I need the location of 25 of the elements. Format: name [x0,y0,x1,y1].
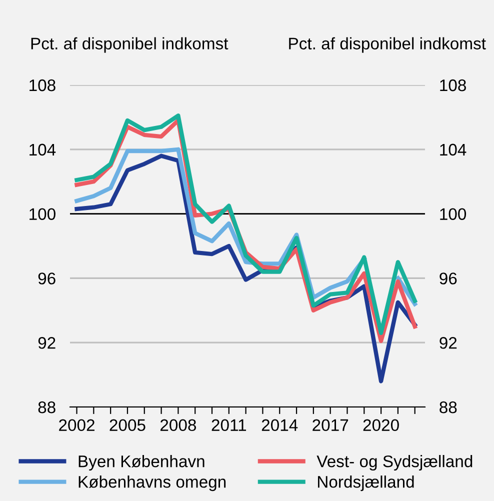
x-tick-label: 2014 [262,419,298,432]
legend-label: Byen København [78,455,204,471]
y2-tick-label: 100 [440,208,466,220]
y2-tick-label: 108 [440,79,466,92]
y-tick-label: 100 [30,208,56,220]
y-tick-label: 108 [30,79,56,92]
y-tick-label: 88 [38,401,56,414]
x-tick-label: 2011 [212,419,246,432]
x-tick-label: 2020 [363,419,399,432]
legend-label: Vest- og Sydsjælland [316,455,472,471]
x-tick-label: 2017 [312,419,348,432]
y2-axis-title: Pct. af disponibel indkomst [289,37,486,53]
y2-tick-label: 92 [440,337,457,349]
y-tick-label: 104 [30,144,56,156]
y2-tick-label: 96 [440,272,457,284]
legend-label: Københavns omegn [78,476,226,492]
y2-tick-label: 104 [440,144,466,156]
x-tick-label: 2008 [160,419,196,432]
y-tick-label: 92 [38,337,56,349]
y-tick-label: 96 [38,272,56,284]
legend-label: Nordsjælland [318,476,414,492]
y2-tick-label: 88 [440,401,457,414]
x-tick-label: 2005 [110,419,146,432]
y-axis-title: Pct. af disponibel indkomst [31,37,228,53]
x-tick-label: 2002 [59,419,94,432]
